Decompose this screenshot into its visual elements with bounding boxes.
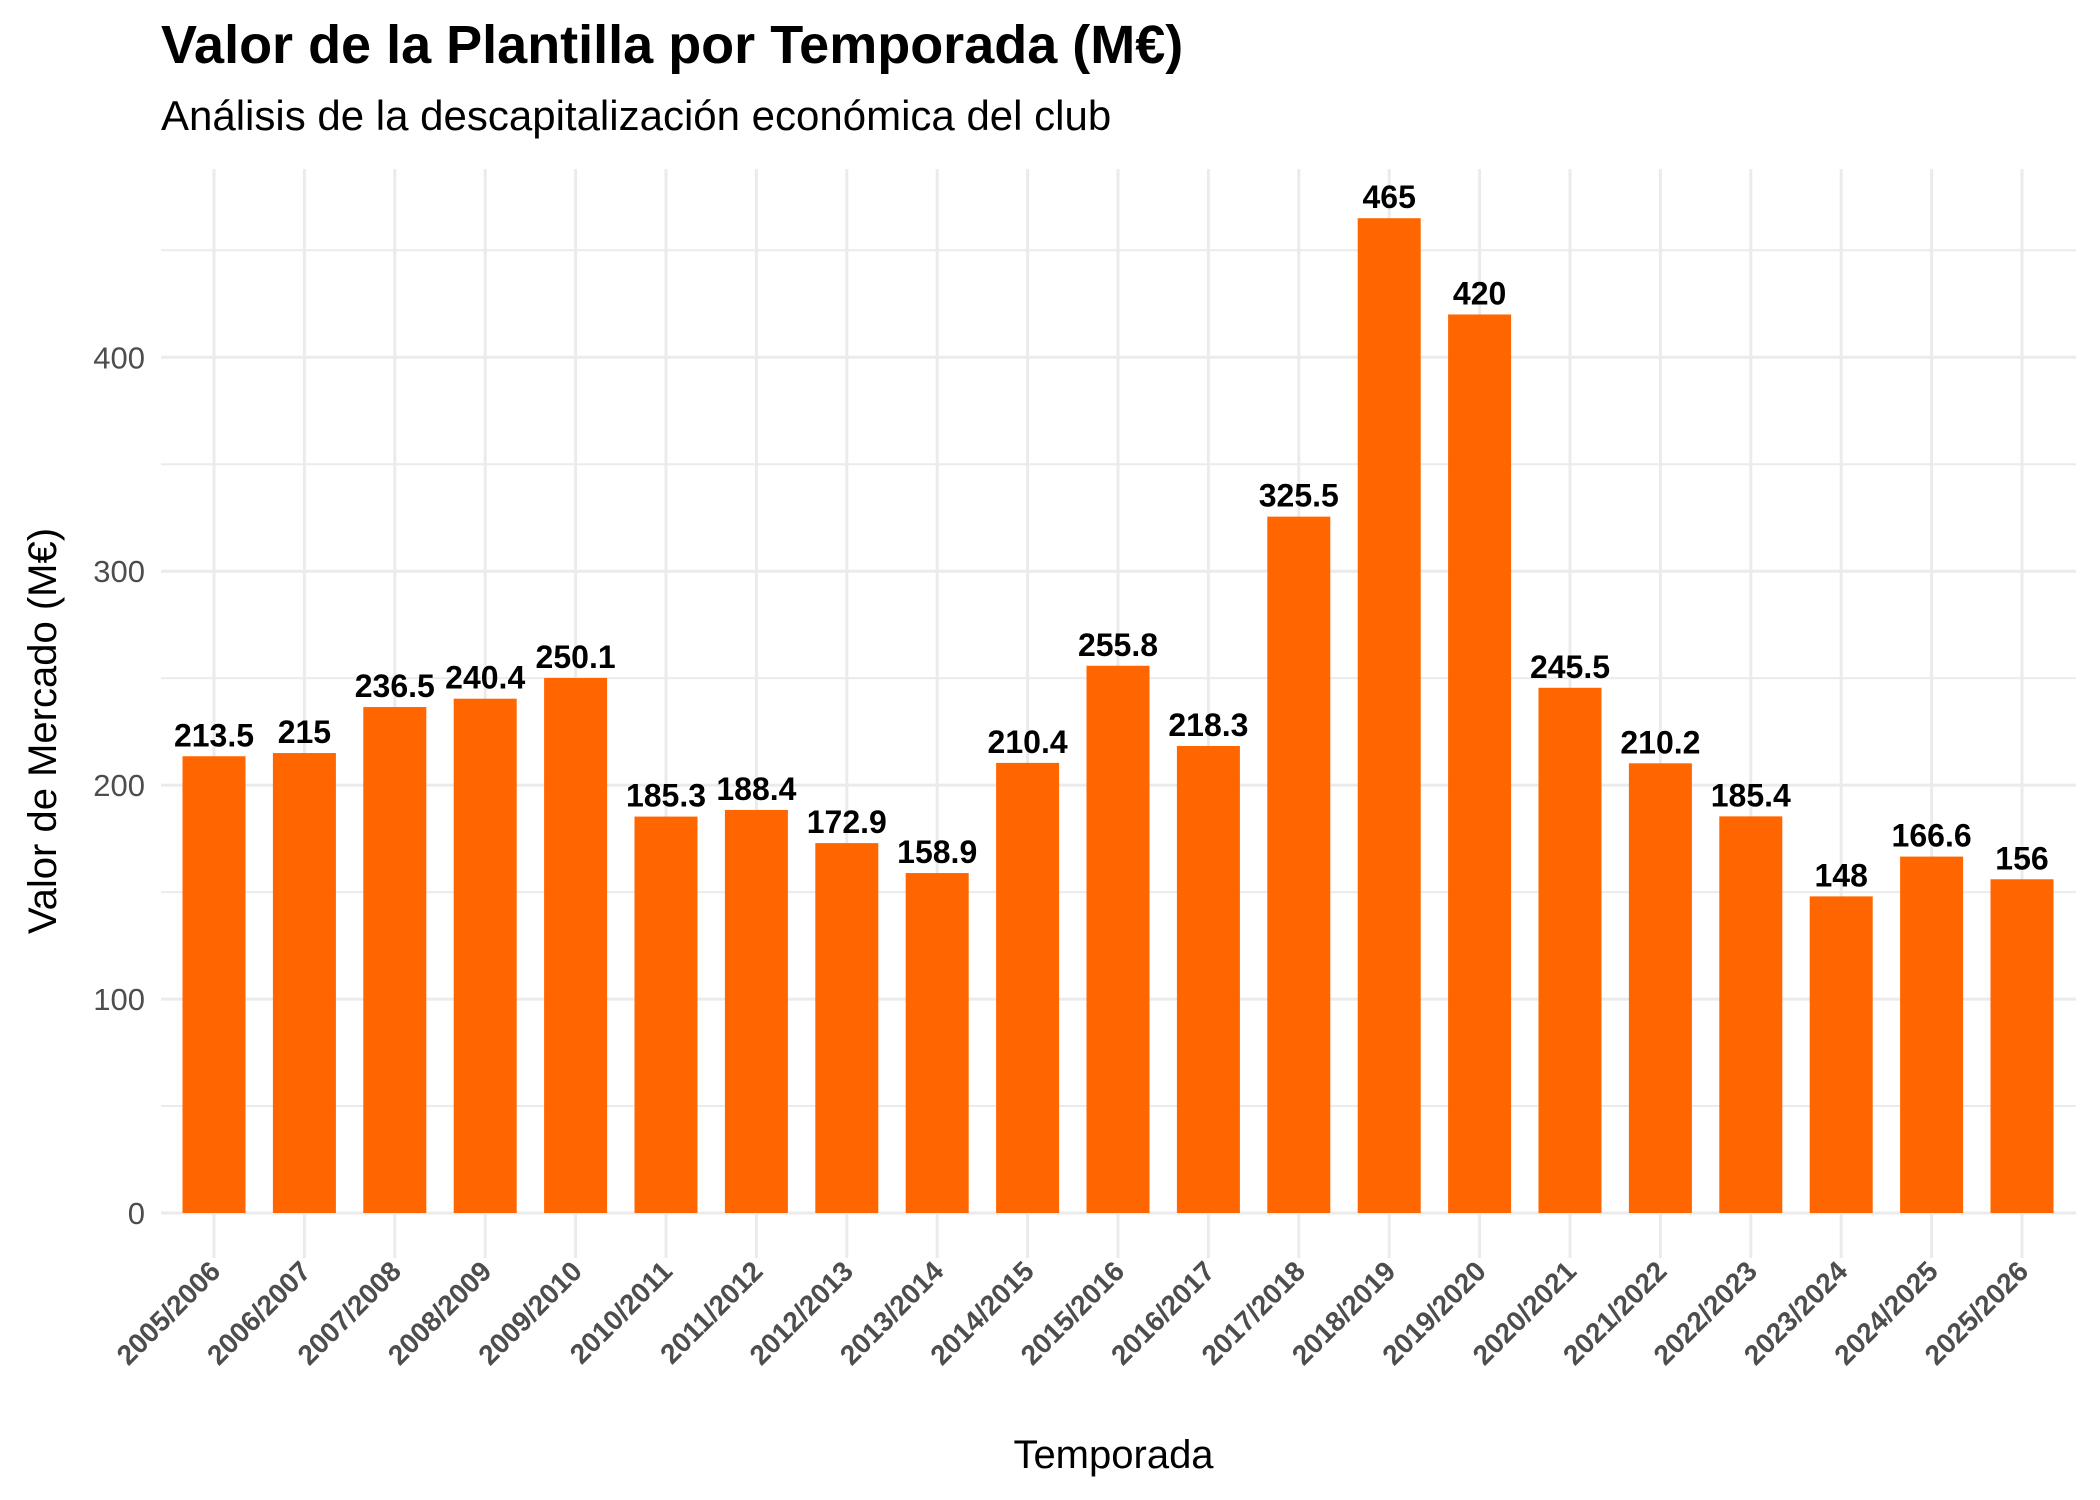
data-label: 210.2 bbox=[1620, 724, 1700, 760]
bar bbox=[1448, 314, 1512, 1213]
data-label: 325.5 bbox=[1259, 478, 1339, 514]
data-label: 215 bbox=[278, 714, 331, 750]
bar bbox=[1538, 687, 1602, 1213]
bar bbox=[182, 756, 246, 1213]
chart-title: Valor de la Plantilla por Temporada (M€) bbox=[161, 15, 1184, 75]
y-axis-label: Valor de Mercado (M€) bbox=[21, 528, 65, 934]
bar bbox=[272, 753, 336, 1213]
bar bbox=[1176, 745, 1240, 1213]
bar bbox=[363, 707, 427, 1213]
x-axis-label: Temporada bbox=[1013, 1433, 1214, 1477]
data-label: 240.4 bbox=[445, 660, 525, 696]
y-axis-ticks: 0 100 200 300 400 bbox=[93, 340, 145, 1231]
data-label: 255.8 bbox=[1078, 627, 1158, 663]
bar bbox=[1086, 665, 1150, 1213]
data-label: 236.5 bbox=[355, 668, 435, 704]
bar bbox=[453, 698, 517, 1213]
bar bbox=[1628, 763, 1692, 1213]
data-label: 250.1 bbox=[536, 639, 616, 675]
data-label: 188.4 bbox=[716, 771, 796, 807]
bar bbox=[724, 809, 788, 1213]
bar bbox=[1267, 516, 1331, 1213]
data-labels: 213.5 215 236.5 240.4 250.1 185.3 188.4 172.9 15… bbox=[174, 179, 2049, 893]
chart-subtitle: Análisis de la descapitalización económi… bbox=[161, 92, 1112, 139]
bar bbox=[1357, 218, 1421, 1213]
data-label: 166.6 bbox=[1892, 818, 1972, 854]
data-label: 185.3 bbox=[626, 778, 706, 814]
y-tick-label: 200 bbox=[93, 768, 145, 803]
y-tick-label: 0 bbox=[128, 1196, 145, 1231]
data-label: 172.9 bbox=[807, 804, 887, 840]
data-label: 156 bbox=[1995, 840, 2048, 876]
data-label: 465 bbox=[1363, 179, 1416, 215]
bar bbox=[1809, 896, 1873, 1213]
bar bbox=[1719, 816, 1783, 1213]
y-tick-label: 300 bbox=[93, 554, 145, 589]
data-label: 185.4 bbox=[1711, 777, 1791, 813]
bar bbox=[1990, 879, 2054, 1213]
bar bbox=[815, 843, 879, 1213]
bar bbox=[544, 677, 608, 1213]
data-label: 213.5 bbox=[174, 717, 254, 753]
y-tick-label: 100 bbox=[93, 982, 145, 1017]
bar bbox=[1900, 856, 1964, 1213]
data-label: 210.4 bbox=[988, 724, 1068, 760]
data-label: 148 bbox=[1815, 857, 1868, 893]
data-label: 218.3 bbox=[1168, 707, 1248, 743]
bar bbox=[996, 762, 1060, 1213]
data-label: 158.9 bbox=[897, 834, 977, 870]
bars bbox=[182, 218, 2054, 1213]
data-label: 245.5 bbox=[1530, 649, 1610, 685]
data-label: 420 bbox=[1453, 275, 1506, 311]
bar bbox=[634, 816, 698, 1213]
y-tick-label: 400 bbox=[93, 340, 145, 375]
x-axis-ticks: 2005/20062006/20072007/20082008/20092009… bbox=[111, 1255, 2035, 1371]
bar bbox=[905, 873, 969, 1213]
